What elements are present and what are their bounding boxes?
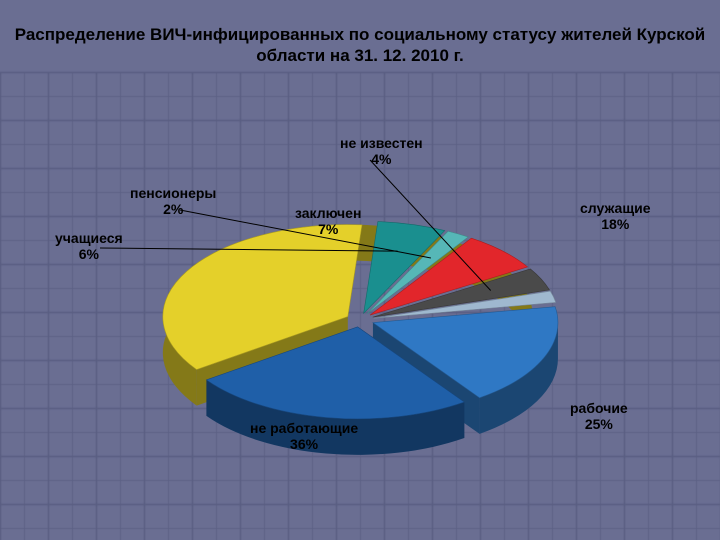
slice-label: заключен 7%	[295, 205, 361, 237]
pie-chart-3d	[0, 0, 720, 540]
slice-label: служащие 18%	[580, 200, 651, 232]
slice-label: рабочие 25%	[570, 400, 628, 432]
slice-label: не известен 4%	[340, 135, 423, 167]
slice-label: пенсионеры 2%	[130, 185, 216, 217]
chart-stage: Распределение ВИЧ-инфицированных по соци…	[0, 0, 720, 540]
slice-label: учащиеся 6%	[55, 230, 123, 262]
slice-label: не работающие 36%	[250, 420, 358, 452]
